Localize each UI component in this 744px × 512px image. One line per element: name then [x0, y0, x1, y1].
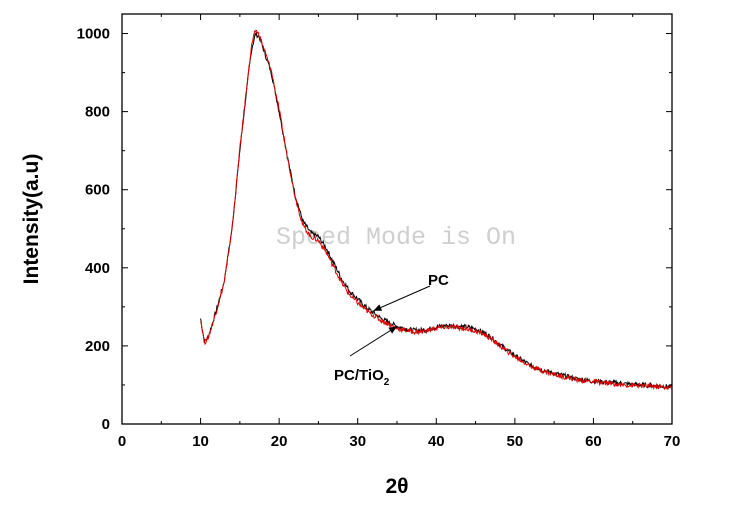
x-tick-label: 30 [349, 433, 366, 450]
annotation-pctio2: PC/TiO2 [334, 325, 398, 388]
annotation-pc-arrow [373, 285, 431, 312]
series-line-pc [200, 32, 673, 390]
plot-frame [121, 13, 673, 425]
annotation-pc: PC [373, 272, 449, 312]
annotation-pc-label: PC [428, 272, 449, 289]
x-tick-label: 60 [585, 433, 602, 450]
y-tick-label: 1000 [77, 26, 110, 43]
x-tick-label: 50 [507, 433, 524, 450]
y-tick-label: 0 [102, 416, 110, 433]
x-axis-title: 2θ [385, 475, 408, 498]
axis-ticks [121, 14, 673, 425]
watermark-text: Speed Mode is On [276, 223, 516, 252]
annotation-pc-arrowhead [373, 304, 383, 311]
annotation-pctio2-sub: 2 [384, 377, 390, 388]
series-line-pc-tio2 [200, 29, 673, 391]
annotation-pctio2-main: PC/TiO [334, 367, 384, 384]
y-tick-label: 200 [85, 338, 110, 355]
x-tick-label: 40 [428, 433, 445, 450]
x-tick-label: 10 [192, 433, 209, 450]
y-tick-label: 400 [85, 260, 110, 277]
annotation-pctio2-arrowhead [388, 326, 397, 334]
annotation-pctio2-label: PC/TiO2 [334, 367, 390, 388]
x-tick-label: 0 [118, 433, 126, 450]
series-layer [200, 29, 673, 391]
y-tick-label: 600 [85, 182, 110, 199]
y-tick-label: 800 [85, 104, 110, 121]
y-axis-title: Intensity(a.u) [20, 154, 43, 285]
x-tick-label: 20 [271, 433, 288, 450]
annotation-pctio2-arrow [349, 325, 398, 357]
x-tick-label: 70 [664, 433, 681, 450]
tick-labels: 0 10 20 30 40 50 60 70 0 200 400 600 800 1000 [77, 26, 681, 450]
